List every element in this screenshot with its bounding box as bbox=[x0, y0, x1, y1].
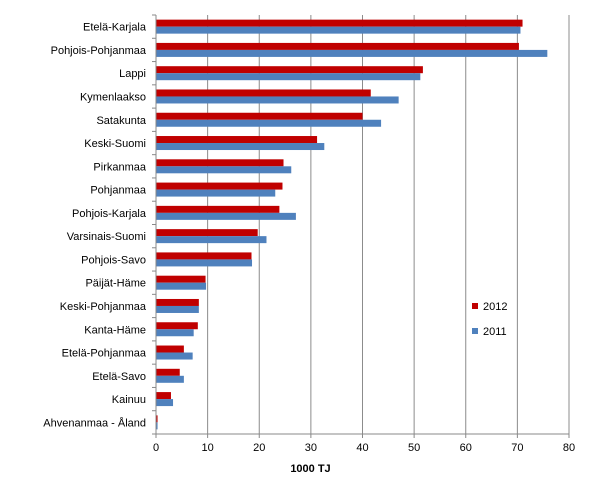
bar-2011 bbox=[156, 399, 174, 407]
x-tick-label: 40 bbox=[356, 442, 368, 454]
bar-2011 bbox=[156, 49, 548, 57]
bar-2012 bbox=[156, 275, 206, 283]
bar-2012 bbox=[156, 368, 180, 376]
category-label: Keski-Pohjanmaa bbox=[60, 301, 147, 313]
bar-2012 bbox=[156, 42, 519, 50]
x-tick-label: 70 bbox=[511, 442, 523, 454]
category-label: Etelä-Karjala bbox=[83, 22, 147, 34]
category-label: Varsinais-Suomi bbox=[67, 231, 146, 243]
bar-2011 bbox=[156, 422, 158, 430]
legend-label-2011: 2011 bbox=[483, 326, 507, 338]
category-label: Kanta-Häme bbox=[84, 324, 146, 336]
bar-2011 bbox=[156, 305, 199, 313]
legend-label-2012: 2012 bbox=[483, 301, 507, 313]
legend-swatch-2011 bbox=[472, 328, 478, 334]
bar-2012 bbox=[156, 66, 423, 74]
category-labels: Etelä-Karjala Pohjois-Pohjanmaa Lappi Kymen… bbox=[43, 14, 156, 435]
x-tick-label: 0 bbox=[153, 442, 159, 454]
bar-2012 bbox=[156, 112, 363, 120]
bar-2011 bbox=[156, 212, 296, 220]
bar-2012 bbox=[156, 89, 371, 97]
x-tick-label: 10 bbox=[202, 442, 214, 454]
category-label: Pirkanmaa bbox=[93, 161, 146, 173]
bar-2011 bbox=[156, 119, 382, 127]
x-tick-label: 30 bbox=[305, 442, 317, 454]
x-tick-labels: 0 10 20 30 40 50 60 70 80 bbox=[153, 434, 575, 454]
bar-2012 bbox=[156, 229, 258, 237]
category-label: Lappi bbox=[119, 68, 146, 80]
category-label: Keski-Suomi bbox=[84, 138, 146, 150]
bar-2011 bbox=[156, 352, 193, 360]
category-label: Etelä-Pohjanmaa bbox=[62, 348, 147, 360]
bars bbox=[156, 19, 548, 430]
legend: 2012 2011 bbox=[472, 301, 507, 338]
x-tick-label: 20 bbox=[253, 442, 265, 454]
bar-2012 bbox=[156, 298, 199, 306]
bar-2012 bbox=[156, 19, 523, 27]
category-label: Etelä-Savo bbox=[92, 371, 146, 383]
category-label: Ahvenanmaa - Åland bbox=[43, 416, 146, 429]
bar-2011 bbox=[156, 96, 399, 104]
category-label: Pohjois-Pohjanmaa bbox=[51, 45, 147, 57]
bar-2012 bbox=[156, 182, 283, 190]
bar-2012 bbox=[156, 159, 284, 167]
bar-2011 bbox=[156, 189, 276, 197]
bar-2012 bbox=[156, 252, 252, 260]
bar-2011 bbox=[156, 143, 325, 151]
bar-2011 bbox=[156, 329, 194, 337]
category-label: Kymenlaakso bbox=[80, 91, 146, 103]
gridlines bbox=[207, 15, 570, 434]
category-label: Pohjois-Karjala bbox=[72, 208, 147, 220]
bar-2012 bbox=[156, 345, 184, 353]
category-label: Satakunta bbox=[96, 115, 146, 127]
bar-2012 bbox=[156, 322, 198, 330]
category-label: Päijät-Häme bbox=[85, 278, 146, 290]
bar-2011 bbox=[156, 73, 421, 81]
bar-2011 bbox=[156, 259, 253, 267]
bar-2012 bbox=[156, 136, 318, 144]
bar-2012 bbox=[156, 415, 158, 423]
bar-2012 bbox=[156, 392, 171, 400]
x-tick-label: 60 bbox=[460, 442, 472, 454]
x-tick-label: 80 bbox=[563, 442, 575, 454]
x-axis-label: 1000 TJ bbox=[290, 463, 330, 475]
bar-2011 bbox=[156, 166, 292, 174]
bar-2011 bbox=[156, 236, 267, 244]
bar-2012 bbox=[156, 205, 280, 213]
category-label: Pohjois-Savo bbox=[81, 254, 146, 266]
category-label: Pohjanmaa bbox=[90, 185, 147, 197]
legend-swatch-2012 bbox=[472, 303, 478, 309]
category-label: Kainuu bbox=[112, 394, 146, 406]
bar-2011 bbox=[156, 375, 184, 383]
bar-2011 bbox=[156, 26, 521, 34]
x-tick-label: 50 bbox=[408, 442, 420, 454]
bar-2011 bbox=[156, 282, 207, 290]
